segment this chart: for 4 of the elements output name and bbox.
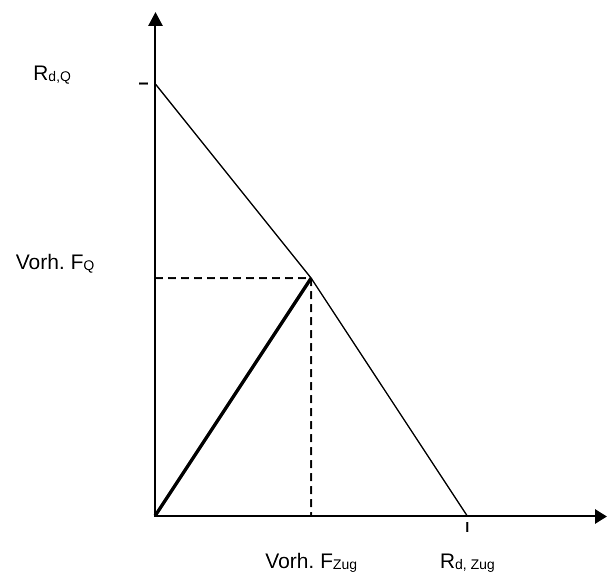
text: Rd,Q [33,62,71,85]
x-tick-label: Rd, Zug [440,550,495,573]
text: Vorh. FQ [16,251,94,274]
x-tick-label: Vorh. FZug [265,550,358,573]
